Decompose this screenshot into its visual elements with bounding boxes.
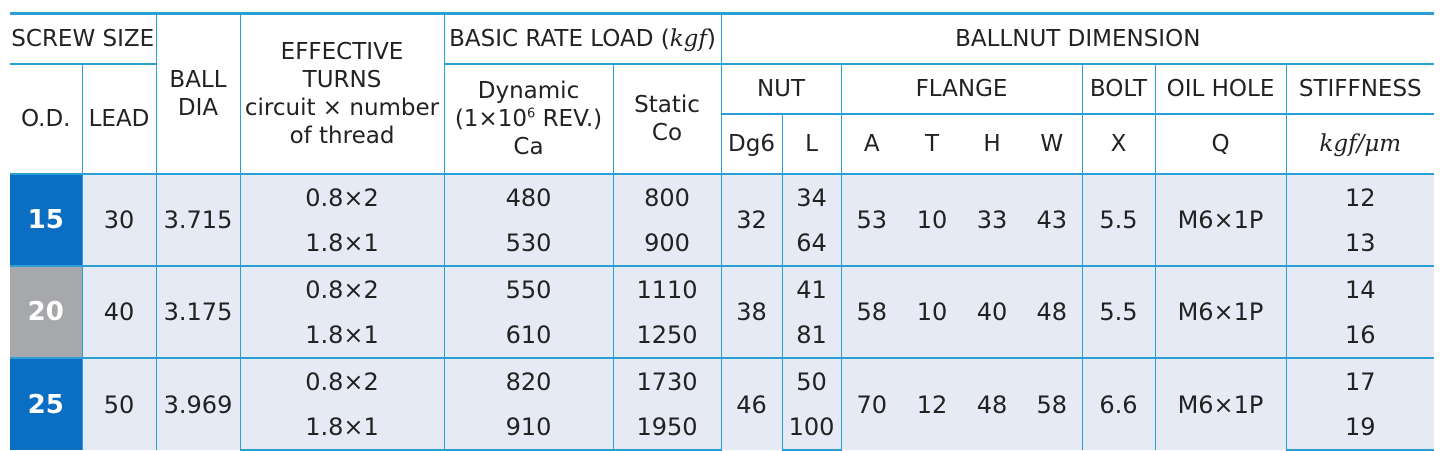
oil-hole-header: OIL HOLE [1154, 64, 1286, 115]
l-header: L [781, 114, 841, 175]
t-header: T [902, 114, 962, 175]
q-cell: M6×1P [1154, 357, 1286, 450]
bolt-header: BOLT [1081, 64, 1155, 115]
dynamic-cell: 550 [443, 265, 613, 312]
dynamic-cell: 610 [443, 312, 613, 358]
static-cell: 1730 [612, 357, 721, 404]
l-cell: 64 [781, 220, 841, 266]
dg6-cell: 46 [720, 357, 782, 450]
screw-size-header: SCREW SIZE [10, 12, 156, 65]
t-cell: 12 [902, 357, 962, 450]
h-header: H [962, 114, 1022, 175]
turns-cell: 1.8×1 [239, 404, 444, 451]
table-row: 1.8×1 530 900 64 13 [10, 220, 1434, 266]
w-cell: 43 [1022, 174, 1082, 266]
dynamic-cell: 480 [443, 174, 613, 220]
static-cell: 1950 [612, 404, 721, 451]
l-cell: 34 [781, 174, 841, 220]
table-row: 1.8×1 910 1950 100 19 [10, 404, 1434, 451]
dg6-cell: 38 [720, 265, 782, 358]
a-cell: 58 [840, 265, 902, 358]
a-cell: 53 [840, 174, 902, 266]
turns-cell: 0.8×2 [239, 265, 444, 312]
table-row: 20 40 3.175 0.8×2 550 1110 38 41 58 10 4… [10, 265, 1434, 358]
turns-cell: 0.8×2 [239, 357, 444, 404]
dynamic-cell: 530 [443, 220, 613, 266]
w-cell: 58 [1022, 357, 1082, 450]
stiffness-cell: 12 [1285, 174, 1434, 220]
ball-dia-cell: 3.715 [155, 174, 240, 266]
od-header: O.D. [10, 64, 82, 175]
q-cell: M6×1P [1154, 174, 1286, 266]
a-cell: 70 [840, 357, 902, 450]
table-row: 15 30 3.715 0.8×2 480 800 32 34 53 10 33… [10, 174, 1434, 266]
w-cell: 48 [1022, 265, 1082, 358]
od-cell: 20 [10, 265, 82, 358]
t-cell: 10 [902, 265, 962, 358]
q-cell: M6×1P [1154, 265, 1286, 358]
w-header: W [1022, 114, 1082, 175]
static-cell: 1110 [612, 265, 721, 312]
ballnut-dimension-header: BALLNUT DIMENSION [720, 12, 1434, 65]
stiffness-cell: 14 [1285, 265, 1434, 312]
flange-header: FLANGE [840, 64, 1082, 115]
dg6-cell: 32 [720, 174, 782, 266]
ballscrew-spec-table-container: SCREW SIZE BALL DIA EFFECTIVE TURNS circuit… [10, 12, 1434, 451]
l-cell: 41 [781, 265, 841, 312]
ball-dia-cell: 3.969 [155, 357, 240, 450]
dg6-header: Dg6 [720, 114, 782, 175]
static-cell: 900 [612, 220, 721, 266]
x-cell: 5.5 [1081, 174, 1155, 266]
table-row: 1.8×1 610 1250 81 16 [10, 312, 1434, 358]
a-header: A [840, 114, 902, 175]
stiffness-cell: 16 [1285, 312, 1434, 358]
stiffness-cell: 19 [1285, 404, 1434, 451]
nut-header: NUT [720, 64, 841, 115]
lead-cell: 40 [81, 265, 156, 358]
ball-dia-header: BALL DIA [155, 12, 240, 175]
table-row: 25 50 3.969 0.8×2 820 1730 46 50 70 12 4… [10, 357, 1434, 450]
x-cell: 5.5 [1081, 265, 1155, 358]
x-header: X [1081, 114, 1155, 175]
turns-cell: 1.8×1 [239, 220, 444, 266]
dynamic-load-header: Dynamic (1×106 REV.) Ca [443, 64, 613, 175]
stiffness-unit-header: kgf/μm [1285, 114, 1434, 175]
turns-cell: 0.8×2 [239, 174, 444, 220]
dynamic-cell: 820 [443, 357, 613, 404]
stiffness-header: STIFFNESS [1285, 64, 1434, 115]
l-cell: 50 [781, 357, 841, 404]
od-cell: 25 [10, 357, 82, 450]
static-load-header: Static Co [612, 64, 721, 175]
q-header: Q [1154, 114, 1286, 175]
l-cell: 81 [781, 312, 841, 358]
turns-cell: 1.8×1 [239, 312, 444, 358]
h-cell: 48 [962, 357, 1022, 450]
lead-cell: 50 [81, 357, 156, 450]
od-cell: 15 [10, 174, 82, 266]
l-cell: 100 [781, 404, 841, 451]
lead-header: LEAD [81, 64, 156, 175]
basic-rate-load-header: BASIC RATE LOAD (kgf) [443, 12, 721, 65]
static-cell: 800 [612, 174, 721, 220]
t-cell: 10 [902, 174, 962, 266]
stiffness-cell: 13 [1285, 220, 1434, 266]
effective-turns-header: EFFECTIVE TURNS circuit × number of thread [239, 12, 444, 175]
static-cell: 1250 [612, 312, 721, 358]
x-cell: 6.6 [1081, 357, 1155, 450]
ballscrew-spec-table: SCREW SIZE BALL DIA EFFECTIVE TURNS circuit… [10, 12, 1434, 451]
h-cell: 33 [962, 174, 1022, 266]
stiffness-cell: 17 [1285, 357, 1434, 404]
lead-cell: 30 [81, 174, 156, 266]
dynamic-cell: 910 [443, 404, 613, 451]
h-cell: 40 [962, 265, 1022, 358]
ball-dia-cell: 3.175 [155, 265, 240, 358]
